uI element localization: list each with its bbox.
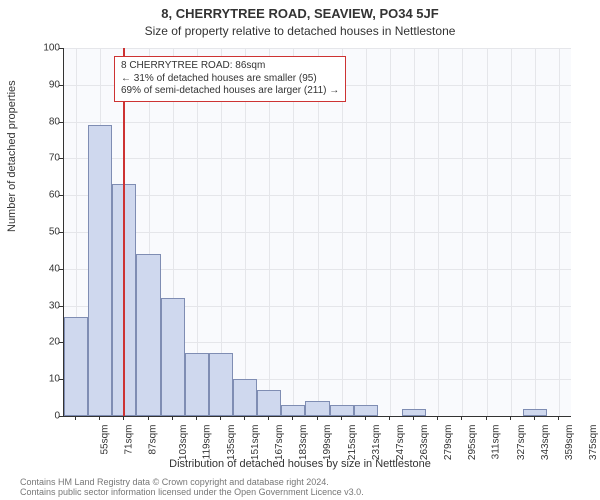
xtick-mark: [244, 416, 245, 420]
xtick-label: 119sqm: [201, 425, 212, 460]
histogram-bar: [209, 353, 233, 416]
xtick-mark: [510, 416, 511, 420]
xtick-mark: [196, 416, 197, 420]
ytick-label: 100: [43, 43, 60, 54]
xtick-mark: [413, 416, 414, 420]
histogram-bar: [523, 409, 547, 416]
xtick-label: 167sqm: [274, 425, 285, 461]
xtick-mark: [220, 416, 221, 420]
xtick-mark: [437, 416, 438, 420]
annotation-line-3: 69% of semi-detached houses are larger (…: [121, 85, 339, 98]
xtick-mark: [486, 416, 487, 420]
gridline-v: [559, 48, 560, 416]
xtick-mark: [341, 416, 342, 420]
xtick-label: 103sqm: [178, 425, 189, 461]
histogram-bar: [88, 125, 112, 416]
xtick-label: 375sqm: [588, 425, 599, 461]
gridline-v: [414, 48, 415, 416]
histogram-bar: [354, 405, 378, 416]
histogram-bar: [305, 401, 329, 416]
xtick-label: 311sqm: [491, 425, 502, 460]
xtick-label: 343sqm: [540, 425, 551, 461]
xtick-label: 151sqm: [250, 425, 261, 461]
ytick-label: 40: [49, 263, 60, 274]
ytick-label: 30: [49, 300, 60, 311]
xtick-mark: [75, 416, 76, 420]
xtick-label: 263sqm: [419, 425, 430, 461]
xtick-label: 135sqm: [226, 425, 237, 461]
ytick-label: 0: [54, 411, 60, 422]
gridline-v: [269, 48, 270, 416]
histogram-bar: [257, 390, 281, 416]
ytick-label: 90: [49, 79, 60, 90]
xtick-mark: [534, 416, 535, 420]
gridline-v: [366, 48, 367, 416]
xtick-mark: [365, 416, 366, 420]
y-axis-label: Number of detached properties: [6, 80, 18, 232]
histogram-bar: [330, 405, 354, 416]
gridline-v: [535, 48, 536, 416]
histogram-bar: [281, 405, 305, 416]
ytick-label: 20: [49, 337, 60, 348]
xtick-mark: [99, 416, 100, 420]
xtick-label: 199sqm: [322, 425, 333, 461]
gridline-v: [487, 48, 488, 416]
xtick-label: 87sqm: [148, 425, 159, 455]
xtick-mark: [172, 416, 173, 420]
xtick-mark: [148, 416, 149, 420]
xtick-label: 247sqm: [395, 425, 406, 461]
plot-area: 8 CHERRYTREE ROAD: 86sqm ← 31% of detach…: [63, 48, 571, 417]
gridline-v: [293, 48, 294, 416]
chart-container: 8, CHERRYTREE ROAD, SEAVIEW, PO34 5JF Si…: [0, 0, 600, 500]
footer-line-2: Contains public sector information licen…: [20, 488, 364, 498]
annotation-line-1: 8 CHERRYTREE ROAD: 86sqm: [121, 60, 339, 73]
gridline-v: [438, 48, 439, 416]
ytick-label: 70: [49, 153, 60, 164]
xtick-mark: [558, 416, 559, 420]
ytick-label: 10: [49, 374, 60, 385]
histogram-bar: [185, 353, 209, 416]
xtick-label: 295sqm: [467, 425, 478, 461]
gridline-v: [390, 48, 391, 416]
xtick-label: 183sqm: [298, 425, 309, 461]
chart-title: 8, CHERRYTREE ROAD, SEAVIEW, PO34 5JF: [0, 6, 600, 21]
xtick-mark: [268, 416, 269, 420]
gridline-v: [511, 48, 512, 416]
ytick-label: 50: [49, 227, 60, 238]
xtick-label: 71sqm: [124, 425, 135, 455]
ytick-label: 80: [49, 116, 60, 127]
xtick-mark: [389, 416, 390, 420]
footer-attribution: Contains HM Land Registry data © Crown c…: [20, 478, 364, 498]
annotation-line-2: ← 31% of detached houses are smaller (95…: [121, 73, 339, 86]
histogram-bar: [233, 379, 257, 416]
xtick-label: 215sqm: [347, 425, 358, 461]
histogram-bar: [64, 317, 88, 416]
gridline-v: [462, 48, 463, 416]
xtick-mark: [317, 416, 318, 420]
gridline-v: [342, 48, 343, 416]
xtick-label: 327sqm: [516, 425, 527, 461]
gridline-v: [318, 48, 319, 416]
ytick-label: 60: [49, 190, 60, 201]
xtick-mark: [292, 416, 293, 420]
annotation-box: 8 CHERRYTREE ROAD: 86sqm ← 31% of detach…: [114, 56, 346, 102]
xtick-label: 55sqm: [100, 425, 111, 455]
xtick-label: 359sqm: [564, 425, 575, 461]
histogram-bar: [161, 298, 185, 416]
gridline-v: [245, 48, 246, 416]
xtick-label: 231sqm: [371, 425, 382, 461]
histogram-bar: [402, 409, 426, 416]
chart-subtitle: Size of property relative to detached ho…: [0, 24, 600, 38]
xtick-label: 279sqm: [443, 425, 454, 461]
histogram-bar: [136, 254, 160, 416]
xtick-mark: [461, 416, 462, 420]
xtick-mark: [123, 416, 124, 420]
marker-line: [123, 48, 125, 416]
